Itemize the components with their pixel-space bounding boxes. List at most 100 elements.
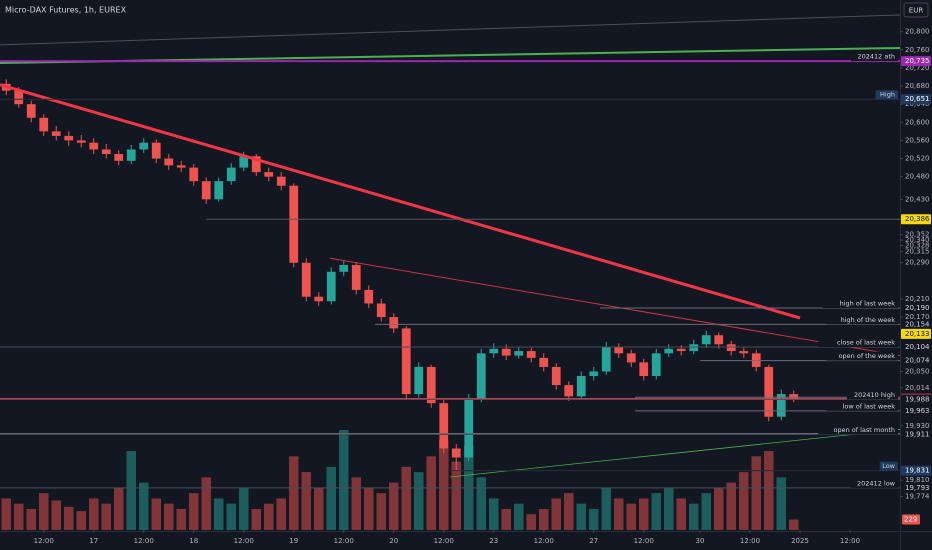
- y-tick-label: 20,315: [905, 247, 930, 255]
- candle-body: [226, 167, 236, 182]
- x-tick-label: 12:00: [634, 537, 654, 545]
- candle-body: [389, 317, 399, 329]
- price-tag-label: 20,386: [905, 215, 930, 223]
- candle-body: [589, 371, 599, 376]
- candle-body: [39, 117, 49, 132]
- x-tick-label: 19: [289, 537, 298, 545]
- candle-body: [764, 366, 774, 417]
- volume-bar: [439, 440, 449, 530]
- volume-bar: [326, 466, 336, 530]
- price-tag-label: 20,074: [905, 357, 930, 365]
- price-tag: [901, 405, 931, 416]
- volume-bar: [664, 487, 674, 530]
- volume-bar: [239, 487, 249, 530]
- volume-bar: [676, 498, 686, 530]
- price-tag-label: 20,133: [905, 330, 930, 338]
- volume-bar: [214, 498, 224, 530]
- candle-body: [114, 154, 124, 161]
- currency-button[interactable]: [903, 2, 929, 18]
- volume-bar: [501, 508, 511, 530]
- price-tag: [901, 482, 931, 493]
- candle-body: [339, 265, 349, 272]
- candle-body: [414, 366, 424, 395]
- level-name: low of last week: [843, 402, 896, 410]
- candle-body: [139, 142, 149, 150]
- volume-bar: [264, 503, 274, 530]
- candle-body: [189, 167, 199, 182]
- candle-body: [501, 348, 511, 356]
- candle-body: [76, 140, 86, 143]
- y-tick-label: 20,352: [905, 231, 930, 239]
- level-name-bg: [826, 351, 898, 361]
- y-tick-label: 19,810: [905, 476, 930, 484]
- volume-bar: [176, 508, 186, 530]
- candle-body: [251, 156, 261, 173]
- level-name: high of last week: [840, 300, 896, 308]
- price-tag: [901, 319, 931, 330]
- price-tag-label: 20,735: [905, 57, 930, 65]
- price-tag-label: 20,154: [905, 320, 930, 328]
- volume-bar: [151, 498, 161, 530]
- level-name: open of the week: [839, 352, 896, 360]
- y-tick-label: 20,050: [905, 367, 930, 375]
- volume-bar: [414, 472, 424, 530]
- price-tag: [901, 328, 931, 339]
- candle-body: [564, 385, 574, 397]
- y-tick-label: 20,520: [905, 155, 930, 163]
- level-name-bg: [851, 478, 898, 488]
- price-tag-label: 20,104: [905, 343, 930, 351]
- volume-bar: [251, 508, 261, 530]
- volume-bar: [564, 493, 574, 530]
- candle-body: [264, 172, 274, 177]
- x-tick-label: 12:00: [134, 537, 154, 545]
- candle-body: [551, 366, 561, 386]
- x-tick-label: 12:00: [234, 537, 254, 545]
- volume-bar: [451, 461, 461, 530]
- y-tick-label: 20,560: [905, 136, 930, 144]
- candle-body: [301, 262, 311, 297]
- x-tick-label: 30: [696, 537, 705, 545]
- price-tag: [901, 56, 931, 67]
- level-name-bg: [826, 401, 898, 411]
- price-tag-label: 19,963: [905, 407, 930, 415]
- x-tick-label: 17: [89, 537, 98, 545]
- volume-bar: [351, 477, 361, 530]
- y-tick-label: 19,774: [905, 492, 930, 500]
- candle-body: [151, 142, 161, 159]
- price-tag-label: 20,651: [905, 95, 930, 103]
- volume-bar: [289, 456, 299, 530]
- volume-bar: [389, 482, 399, 530]
- candle-body: [514, 351, 524, 356]
- volume-bar: [26, 508, 36, 530]
- trendline: [0, 83, 801, 320]
- level-name-bg: [818, 337, 898, 347]
- price-tag: [901, 394, 931, 405]
- volume-bar: [776, 477, 786, 530]
- x-tick-label: 27: [589, 537, 598, 545]
- trendline: [449, 429, 901, 478]
- level-name-bg: [851, 52, 898, 62]
- volume-tag: [902, 514, 920, 525]
- volume-bar: [226, 503, 236, 530]
- volume-bar: [614, 498, 624, 530]
- volume-bar: [751, 456, 761, 530]
- y-tick-label: 20,170: [905, 313, 930, 321]
- candle-body: [26, 104, 36, 118]
- volume-tag-label: 229: [904, 516, 917, 524]
- x-tick-label: 12:00: [840, 537, 860, 545]
- candle-body: [476, 353, 486, 399]
- candle-body: [164, 158, 174, 166]
- y-tick-label: 20,328: [905, 242, 930, 250]
- chart-title: Micro-DAX Futures, 1h, EUREX: [5, 6, 127, 15]
- candle-body: [326, 271, 336, 302]
- price-tag: [901, 429, 931, 440]
- volume-bar: [339, 430, 349, 530]
- volume-bar: [201, 477, 211, 530]
- y-tick-label: 20,720: [905, 64, 930, 72]
- y-tick-label: 20,014: [905, 384, 930, 392]
- candle-body: [701, 335, 711, 345]
- volume-bar: [514, 503, 524, 530]
- candle-body: [651, 353, 661, 376]
- candle-body: [639, 362, 649, 376]
- currency-label[interactable]: EUR: [909, 7, 924, 15]
